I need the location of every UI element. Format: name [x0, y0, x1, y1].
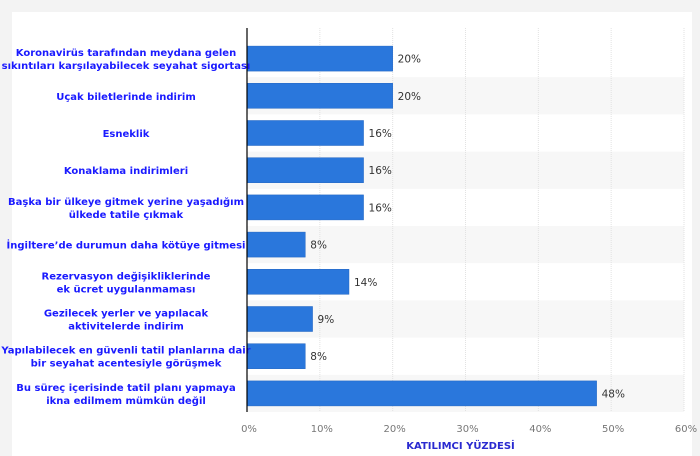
category-label: Yapılabilecek en güvenli tatil planların… [0, 346, 250, 357]
category-label: aktivitelerde indirim [68, 322, 184, 333]
category-label: Rezervasyon değişikliklerinde [42, 270, 211, 282]
category-label: Başka bir ülkeye gitmek yerine yaşadığım [8, 196, 244, 208]
bar [246, 269, 350, 295]
category-label: İngiltere’de durumun daha kötüye gitmesi [7, 238, 246, 252]
x-tick-label: 0% [241, 424, 257, 435]
data-label: 8% [310, 240, 327, 252]
bar [246, 343, 306, 369]
data-label: 14% [354, 277, 377, 289]
x-tick-label: 60% [675, 424, 697, 435]
category-label: Bu süreç içerisinde tatil planı yapmaya [16, 383, 235, 394]
x-tick-label: 40% [529, 424, 551, 435]
category-label: Konaklama indirimleri [64, 166, 188, 177]
x-tick-label: 20% [384, 424, 406, 435]
bar [246, 120, 364, 146]
data-label: 20% [398, 91, 421, 103]
bar [246, 45, 393, 72]
data-label: 16% [369, 202, 392, 214]
bar [246, 157, 364, 183]
data-label: 48% [602, 388, 625, 400]
x-tick-label: 10% [311, 424, 333, 435]
category-label: Koronavirüs tarafından meydana gelen [16, 48, 236, 59]
category-label: sıkıntıları karşılayabilecek seyahat sig… [2, 61, 251, 72]
category-label: Esneklik [103, 129, 150, 140]
data-label: 20% [398, 54, 421, 66]
category-label: Gezilecek yerler ve yapılacak [44, 309, 209, 320]
data-label: 8% [310, 351, 327, 363]
data-label: 16% [369, 128, 392, 140]
category-label: ikna edilmem mümkün değil [46, 395, 206, 407]
data-label: 16% [369, 165, 392, 177]
category-label: Uçak biletlerinde indirim [56, 92, 196, 103]
bar [246, 380, 597, 407]
category-label: ek ücret uygulanmaması [57, 284, 196, 295]
x-tick-label: 30% [456, 424, 478, 435]
bar [246, 306, 313, 332]
bar [246, 83, 393, 109]
bar [246, 194, 364, 221]
category-label: bir seyahat acentesiyle görüşmek [31, 359, 222, 370]
bar [246, 231, 306, 258]
category-label: ülkede tatile çıkmak [69, 210, 184, 221]
data-label: 9% [318, 314, 335, 326]
x-tick-label: 50% [602, 424, 624, 435]
x-axis-title: KATILIMCI YÜZDESİ [406, 438, 515, 452]
